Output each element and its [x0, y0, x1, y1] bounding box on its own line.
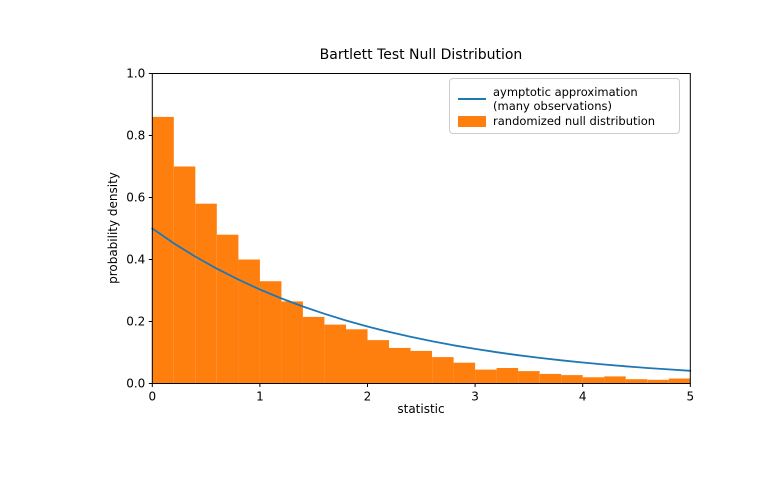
line-swatch-icon	[458, 98, 486, 100]
histogram-bar	[216, 234, 239, 384]
legend-patch-swatch-cell	[458, 115, 486, 127]
y-tick-label: 0.6	[126, 191, 145, 205]
histogram-bar	[475, 369, 497, 384]
histogram-bar	[604, 376, 626, 384]
histogram-bar	[152, 116, 174, 384]
histogram-bar	[647, 379, 669, 384]
histogram-bar	[238, 259, 260, 384]
y-tick-label: 0.4	[126, 253, 145, 267]
legend-label-randomized: randomized null distribution	[493, 114, 656, 128]
histogram-bar	[453, 362, 476, 384]
legend-entry-asymptotic: aymptotic approximation (many observatio…	[458, 85, 671, 113]
legend-label-asymptotic: aymptotic approximation (many observatio…	[493, 85, 638, 113]
histogram-bar	[625, 379, 648, 384]
y-tick-label: 0.2	[126, 315, 145, 329]
histogram-bar	[324, 324, 347, 384]
histogram-bar	[259, 281, 282, 384]
x-axis-label: statistic	[397, 402, 445, 416]
y-tick-label: 0.0	[126, 377, 145, 391]
histogram-bar	[173, 166, 196, 384]
histogram-bar	[668, 378, 691, 384]
x-tick-label: 1	[256, 390, 264, 404]
histogram-bar	[281, 301, 303, 384]
histogram-bar	[346, 329, 368, 384]
histogram-bar	[496, 368, 519, 384]
x-tick-label: 5	[686, 390, 694, 404]
x-tick-label: 2	[364, 390, 372, 404]
legend-entry-randomized: randomized null distribution	[458, 114, 671, 128]
histogram-bar	[518, 371, 540, 384]
histogram-bar	[582, 377, 605, 384]
histogram-bar	[389, 347, 411, 384]
histogram-bar	[302, 316, 325, 384]
x-tick-label: 4	[579, 390, 587, 404]
axes-spines	[151, 73, 691, 384]
legend: aymptotic approximation (many observatio…	[449, 78, 680, 134]
x-tick-label: 0	[148, 390, 156, 404]
asymptotic-curve	[151, 227, 692, 372]
histogram-bar	[539, 373, 562, 384]
patch-swatch-icon	[458, 115, 486, 127]
histogram-bar	[561, 375, 583, 384]
histogram-bar	[195, 203, 217, 384]
y-tick-label: 0.8	[126, 129, 145, 143]
y-axis-label: probability density	[106, 172, 120, 284]
histogram-bar	[410, 350, 433, 384]
y-tick-label: 1.0	[126, 67, 145, 81]
histogram-bar	[367, 340, 390, 384]
chart-title: Bartlett Test Null Distribution	[319, 47, 523, 63]
legend-line-swatch-cell	[458, 98, 486, 100]
x-tick-label: 3	[471, 390, 479, 404]
histogram-bar	[432, 357, 454, 384]
